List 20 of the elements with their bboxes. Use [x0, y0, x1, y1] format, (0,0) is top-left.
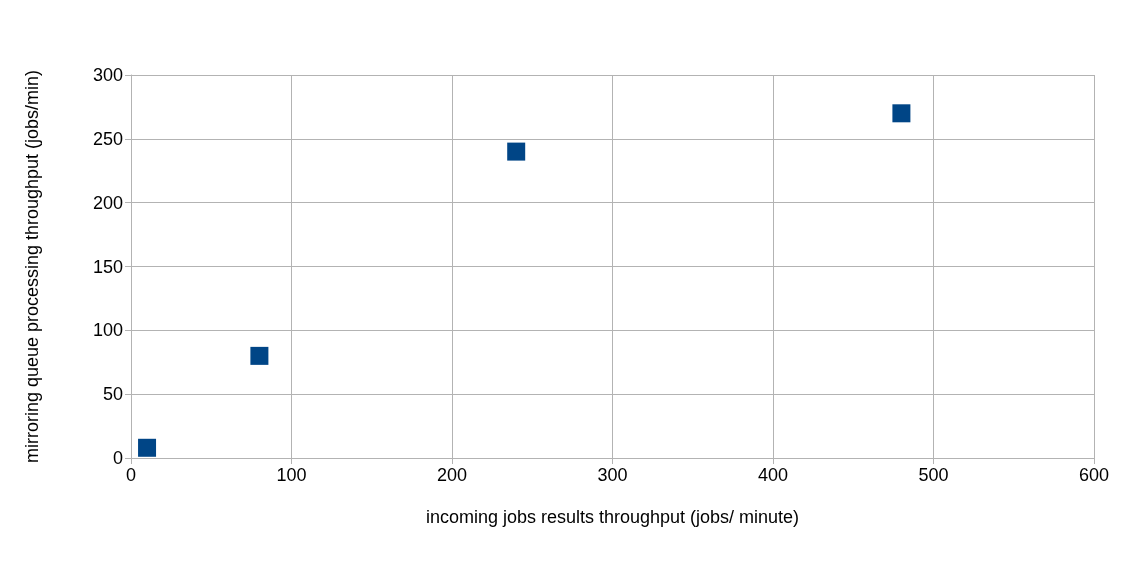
y-tick-label: 100: [92, 320, 123, 341]
y-tick-label: 0: [112, 448, 123, 468]
y-tick-label: 200: [92, 192, 123, 213]
point: [507, 142, 526, 161]
y-tick-label: 250: [92, 128, 123, 149]
y-axis-title: mirroring queue processing throughput (jobs/min): [22, 69, 42, 464]
x-tick-label: 0: [125, 465, 137, 485]
point: [138, 438, 157, 457]
x-tick-label: 200: [436, 465, 468, 485]
x-axis-title: incoming jobs results throughput (jobs/ minute): [425, 507, 800, 527]
y-tick-label: 150: [92, 256, 123, 277]
point: [250, 346, 269, 365]
x-tick-label: 100: [276, 465, 307, 485]
x-tick-label: 600: [1078, 465, 1110, 485]
y-tick-label: 300: [92, 65, 123, 85]
point: [892, 104, 911, 123]
x-tick-label: 300: [597, 465, 628, 485]
y-tick-label: 50: [102, 384, 123, 405]
x-tick-label: 400: [757, 465, 789, 485]
x-tick-label: 500: [918, 465, 949, 485]
